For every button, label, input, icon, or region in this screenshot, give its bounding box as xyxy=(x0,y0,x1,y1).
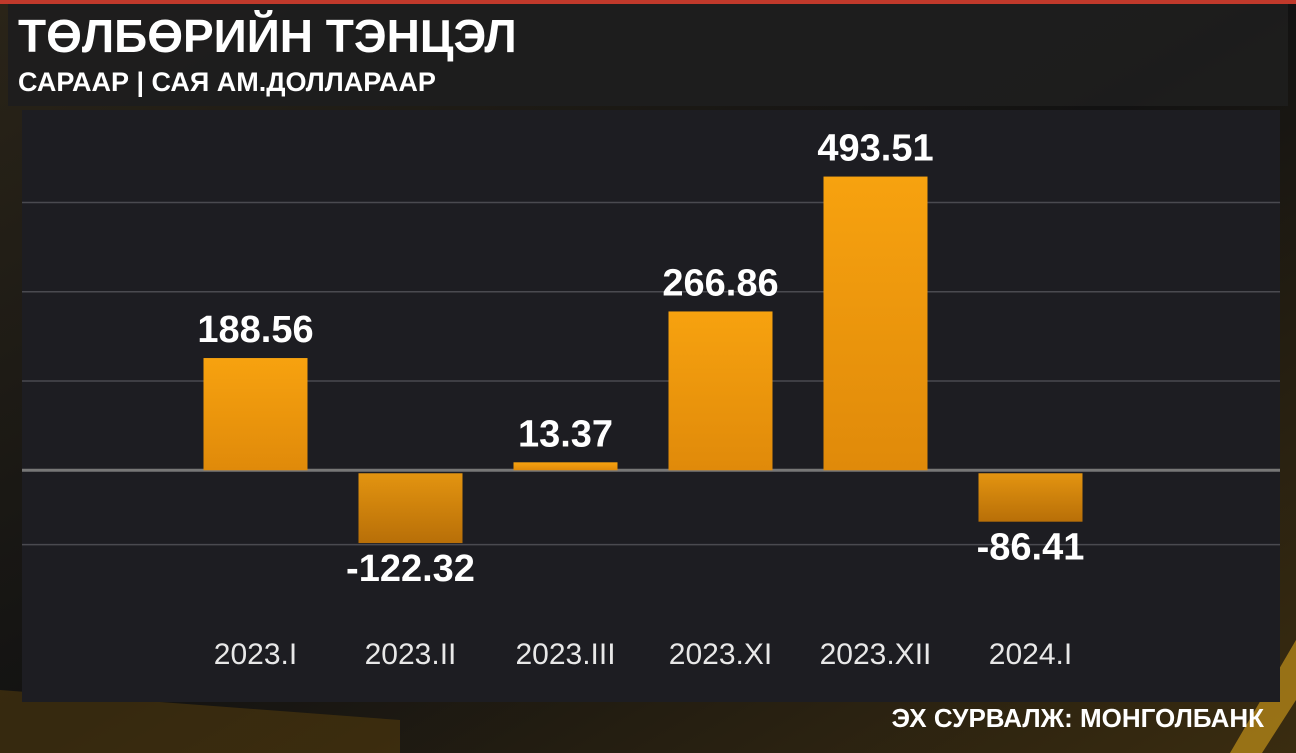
bar xyxy=(203,358,308,471)
title-block xyxy=(8,4,1288,106)
x-tick-label: 2023.III xyxy=(515,638,615,671)
bar xyxy=(823,176,928,471)
value-label: 266.86 xyxy=(662,262,778,304)
bar xyxy=(358,473,463,544)
decor-streak xyxy=(0,690,400,753)
value-label: 188.56 xyxy=(197,309,313,351)
value-label: 13.37 xyxy=(518,413,613,455)
x-tick-label: 2023.XII xyxy=(820,638,932,671)
x-tick-label: 2023.II xyxy=(365,638,457,671)
x-tick-label: 2023.I xyxy=(214,638,297,671)
bar xyxy=(668,311,773,471)
value-label: 493.51 xyxy=(817,128,933,170)
source: ЭХ СУРВАЛЖ: МОНГОЛБАНК xyxy=(891,703,1264,733)
chart-title: ТӨЛБӨРИЙН ТЭНЦЭЛ xyxy=(18,10,517,62)
top-stripe xyxy=(0,0,1296,4)
bar xyxy=(513,462,618,471)
x-tick-label: 2024.I xyxy=(989,638,1072,671)
value-label: -86.41 xyxy=(977,527,1085,569)
value-label: -122.32 xyxy=(346,548,475,590)
x-tick-label: 2023.XI xyxy=(669,638,772,671)
chart-subtitle: САРААР | САЯ АМ.ДОЛЛАРААР xyxy=(18,67,436,97)
bar xyxy=(978,473,1083,522)
